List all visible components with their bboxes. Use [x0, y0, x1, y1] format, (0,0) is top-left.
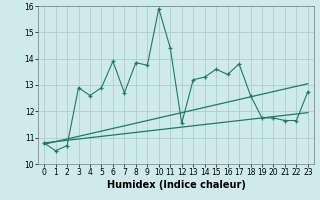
X-axis label: Humidex (Indice chaleur): Humidex (Indice chaleur): [107, 180, 245, 190]
